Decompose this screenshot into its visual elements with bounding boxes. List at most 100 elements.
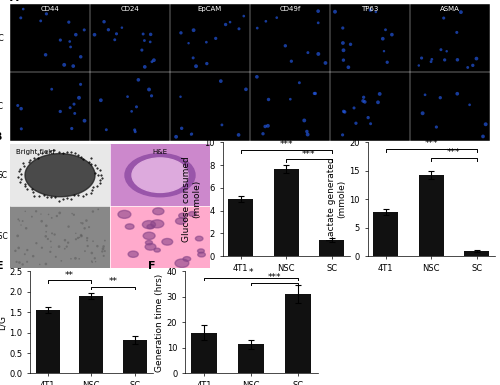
Point <box>314 51 322 57</box>
Point <box>234 132 242 138</box>
Text: SC: SC <box>0 171 8 180</box>
Point <box>470 117 478 123</box>
Point <box>83 238 91 244</box>
Point <box>240 13 248 19</box>
Point <box>204 42 212 49</box>
Point <box>75 256 83 262</box>
Point <box>72 32 80 38</box>
Point <box>77 232 85 238</box>
Point <box>62 244 70 250</box>
Point <box>198 127 205 133</box>
Point <box>14 245 22 251</box>
Point <box>38 245 46 251</box>
Point <box>338 132 346 138</box>
Point <box>52 254 60 260</box>
Text: H&E: H&E <box>152 149 168 155</box>
Point <box>44 211 52 218</box>
Point <box>432 131 440 137</box>
Point <box>202 39 210 45</box>
Point <box>252 9 260 15</box>
Bar <box>10 206 110 268</box>
Point <box>100 253 108 259</box>
Point <box>23 259 31 265</box>
Point <box>78 233 86 239</box>
Point <box>284 49 292 55</box>
Point <box>66 105 74 111</box>
Point <box>100 18 108 25</box>
Point <box>82 218 90 224</box>
Point <box>80 225 88 231</box>
Point <box>148 59 156 65</box>
Circle shape <box>183 257 190 261</box>
Point <box>134 77 142 83</box>
Point <box>19 6 27 12</box>
Point <box>151 91 159 97</box>
Point <box>204 92 212 98</box>
Point <box>383 59 391 65</box>
Point <box>78 220 86 226</box>
Point <box>60 62 68 68</box>
Point <box>148 93 156 99</box>
Y-axis label: Glucose consumed
(mmole): Glucose consumed (mmole) <box>182 156 202 242</box>
Point <box>306 15 314 21</box>
Text: TP63: TP63 <box>362 6 378 12</box>
Point <box>282 43 290 49</box>
Point <box>454 90 462 97</box>
Point <box>222 38 230 44</box>
Point <box>94 206 102 213</box>
Point <box>28 214 36 220</box>
Point <box>291 24 299 30</box>
Point <box>42 229 50 235</box>
Point <box>172 56 179 62</box>
Point <box>340 109 348 115</box>
Point <box>242 86 250 92</box>
Point <box>346 41 354 47</box>
Circle shape <box>126 224 134 229</box>
Point <box>70 212 78 218</box>
Point <box>300 117 308 124</box>
Point <box>22 208 30 214</box>
Circle shape <box>151 220 164 228</box>
Text: B: B <box>0 132 2 142</box>
Point <box>440 57 448 63</box>
Circle shape <box>125 154 195 197</box>
Point <box>286 32 294 38</box>
Circle shape <box>154 248 160 252</box>
Circle shape <box>198 249 204 253</box>
Point <box>344 64 352 70</box>
Bar <box>250 72 330 141</box>
Point <box>48 215 56 221</box>
Text: NSC: NSC <box>0 232 8 241</box>
Point <box>350 105 358 111</box>
Point <box>32 240 40 246</box>
Bar <box>250 4 330 72</box>
Point <box>148 126 156 132</box>
Point <box>72 236 80 242</box>
Point <box>379 36 387 42</box>
Point <box>14 233 22 239</box>
Point <box>118 25 126 31</box>
Bar <box>464 251 489 256</box>
Point <box>182 47 190 53</box>
Point <box>89 238 97 244</box>
Point <box>482 121 490 127</box>
Point <box>37 211 45 217</box>
Point <box>176 94 184 100</box>
Point <box>172 134 180 140</box>
Bar <box>90 72 170 141</box>
Point <box>141 64 149 70</box>
Point <box>364 114 372 121</box>
Circle shape <box>128 251 138 257</box>
Text: ***: *** <box>268 273 281 282</box>
Point <box>75 95 83 101</box>
Point <box>303 128 311 134</box>
Y-axis label: Generation time (hrs): Generation time (hrs) <box>155 273 164 372</box>
Point <box>72 230 80 236</box>
Point <box>145 86 153 92</box>
Point <box>61 246 69 252</box>
Point <box>318 59 326 65</box>
Point <box>42 233 50 239</box>
Bar <box>319 240 344 256</box>
Point <box>146 39 154 45</box>
Point <box>139 31 147 37</box>
